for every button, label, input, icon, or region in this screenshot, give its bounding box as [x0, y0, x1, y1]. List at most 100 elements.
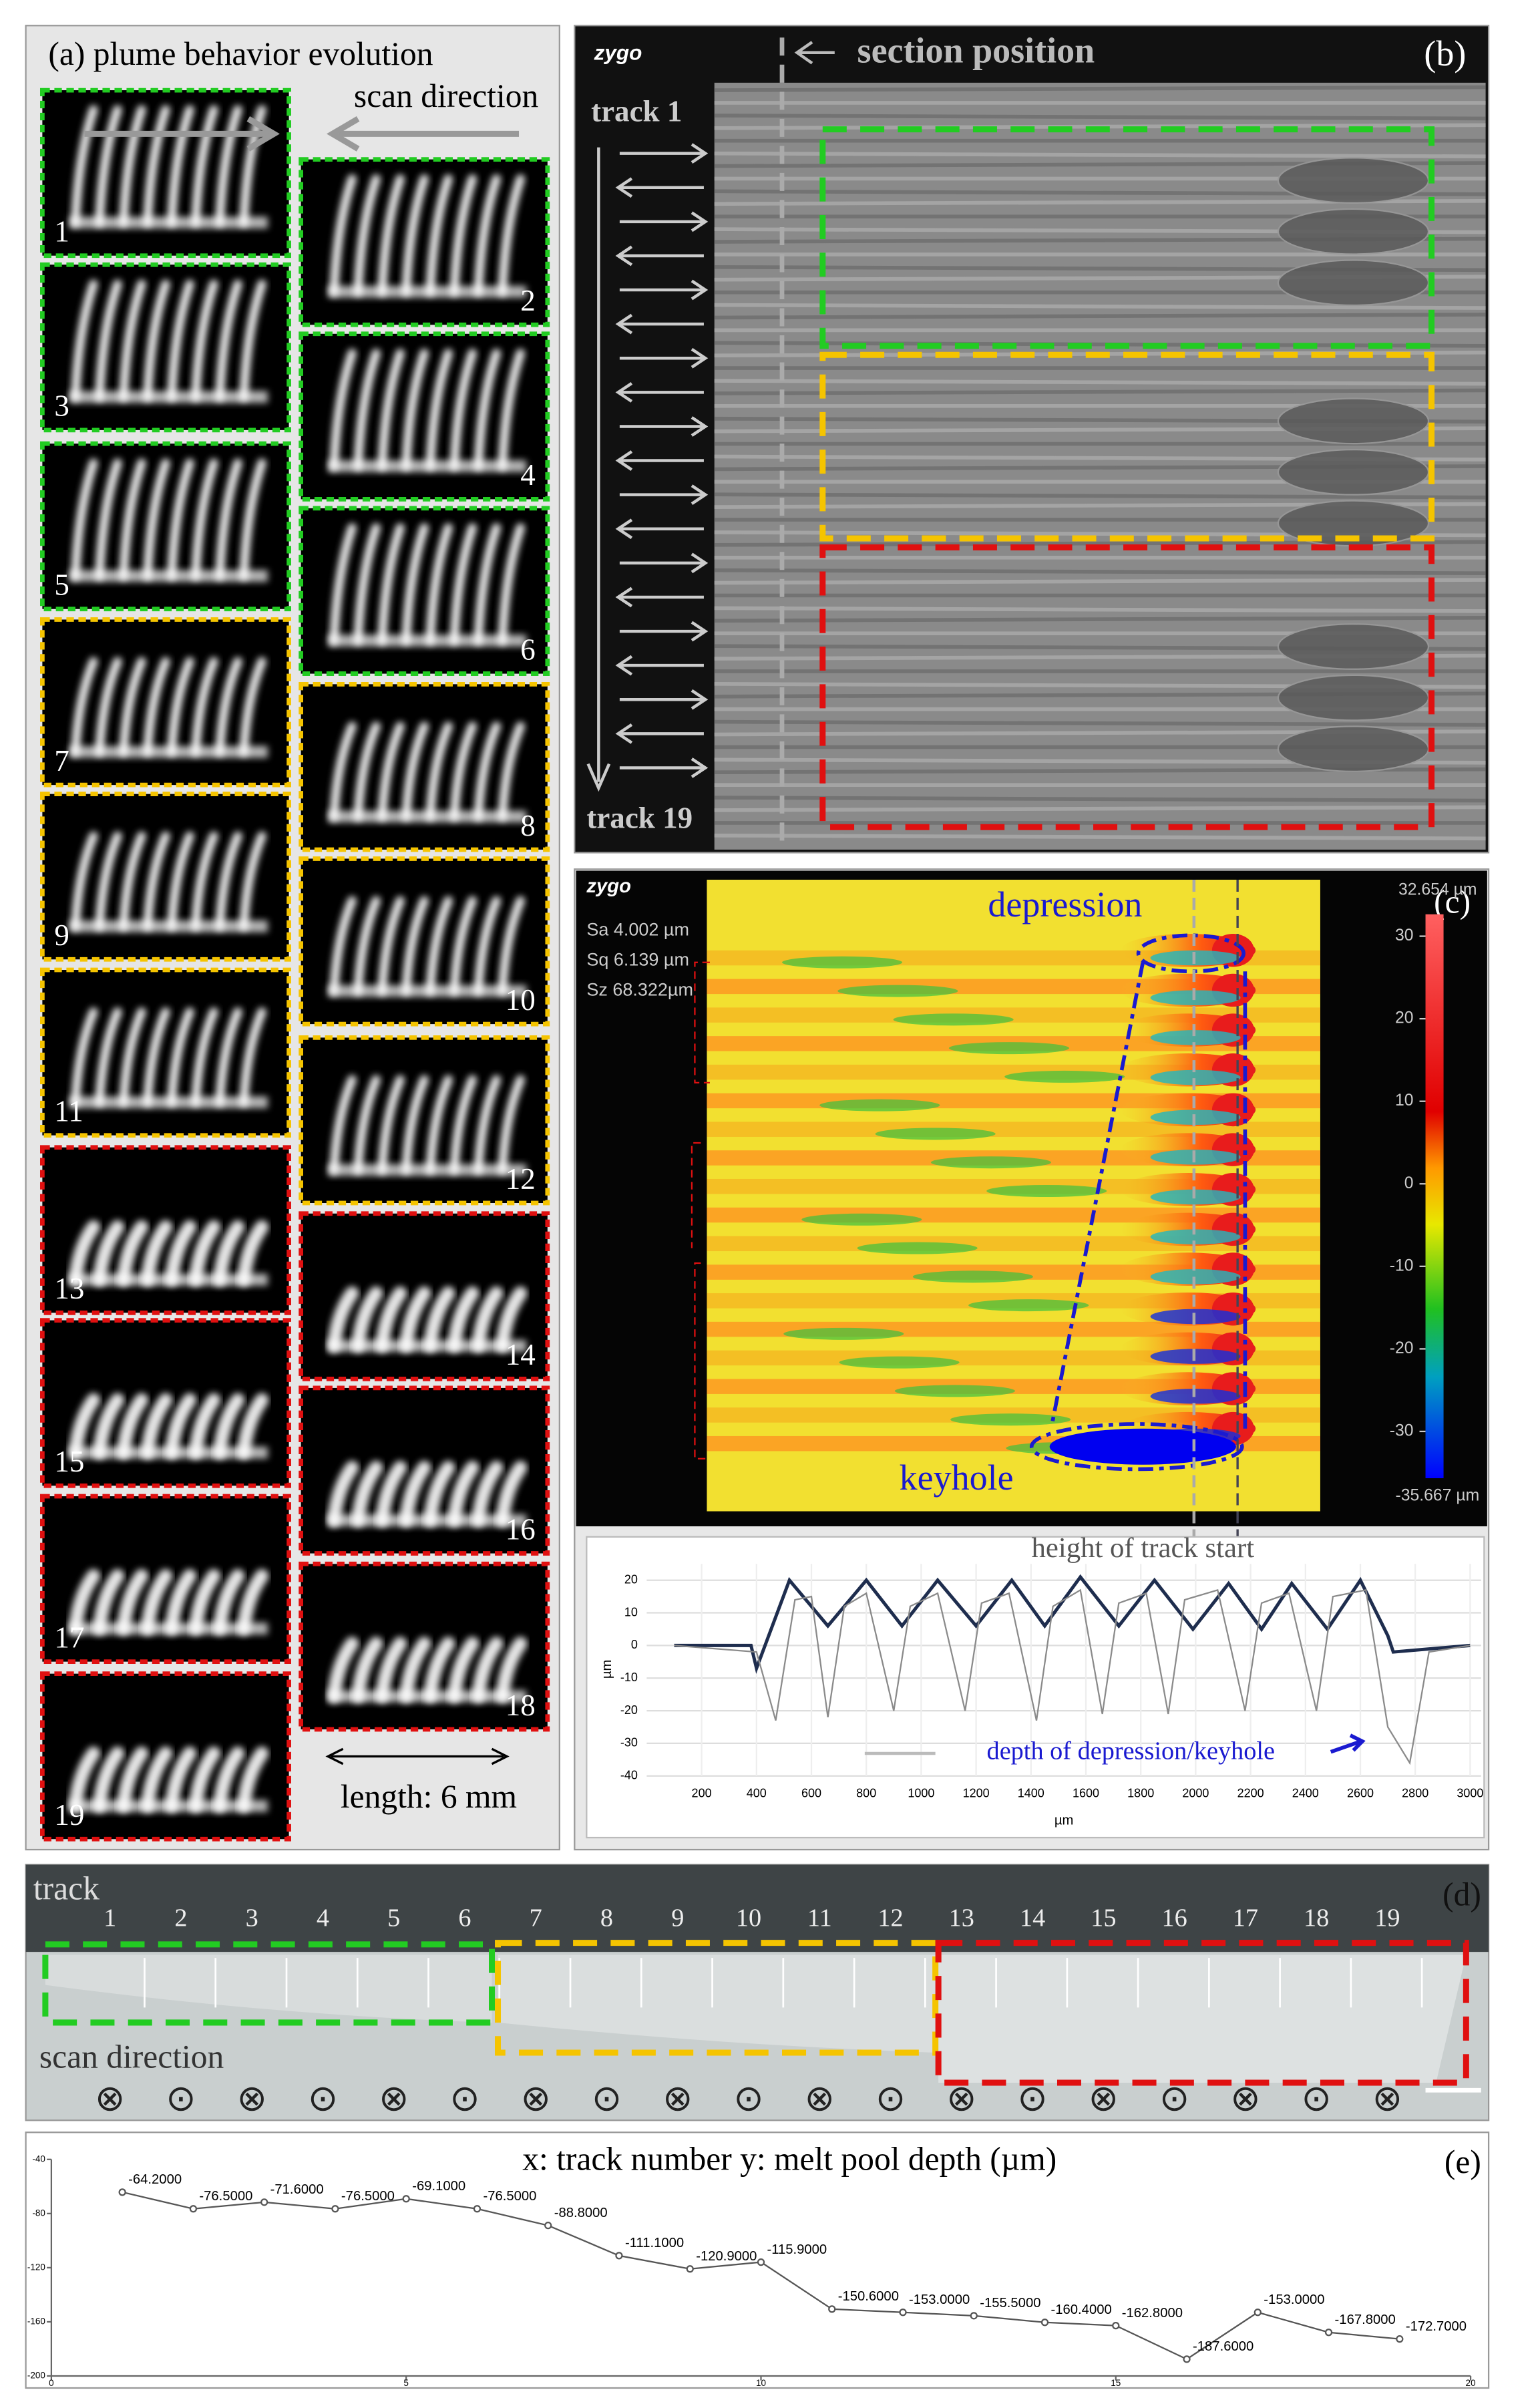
track-number: 17	[1233, 1904, 1258, 1932]
plume	[401, 896, 429, 996]
plume	[329, 896, 357, 996]
panel-label: (e)	[1445, 2144, 1481, 2180]
plume	[68, 1393, 101, 1460]
plume	[473, 896, 502, 996]
base-glow	[328, 985, 527, 997]
scan-arrow-head	[615, 450, 633, 471]
frame-number: 15	[54, 1445, 84, 1478]
direction-symbol: ⊙	[308, 2078, 338, 2118]
track-number: 4	[317, 1904, 329, 1932]
base-glow	[69, 1096, 268, 1109]
plume	[191, 458, 218, 580]
plume	[143, 1007, 170, 1107]
value-label: -76.5000	[341, 2189, 395, 2204]
green-streak	[893, 1013, 1014, 1026]
plume	[215, 1007, 242, 1107]
texture	[714, 85, 1486, 841]
base-glow	[328, 1339, 527, 1352]
plume	[191, 831, 218, 931]
direction-symbol: ⊗	[237, 2078, 267, 2118]
plume	[212, 1393, 245, 1460]
plume	[425, 896, 453, 996]
base-glow	[328, 1164, 527, 1176]
x-tick-label: 1000	[908, 1786, 934, 1800]
plume	[353, 349, 381, 471]
direction-symbol: ⊗	[662, 2078, 693, 2118]
track-end	[1277, 623, 1430, 670]
plume	[215, 279, 242, 402]
plume	[119, 279, 146, 402]
plume	[119, 1007, 146, 1107]
outline	[1136, 933, 1245, 974]
plume	[425, 174, 453, 297]
plume	[449, 896, 477, 996]
track-end	[1277, 449, 1430, 496]
green-streak	[968, 1299, 1089, 1312]
track-number: 18	[1304, 1904, 1329, 1932]
plume	[377, 721, 405, 822]
plume	[449, 523, 477, 645]
plume	[401, 349, 429, 471]
point	[544, 2222, 552, 2230]
annotation: height of track start	[1031, 1532, 1254, 1564]
panel-label: (b)	[1424, 33, 1466, 73]
base-glow	[69, 570, 268, 582]
depression	[1150, 1069, 1241, 1085]
plume	[375, 1637, 407, 1703]
colorbar-tick-label: 30	[1395, 926, 1414, 945]
frame-number: 4	[520, 458, 536, 492]
base-glow	[328, 635, 527, 647]
value-label: -111.1000	[625, 2236, 684, 2250]
base-glow	[328, 1690, 527, 1703]
track-number: 11	[807, 1904, 832, 1932]
scan-arrow-head	[691, 279, 709, 301]
plume	[191, 105, 218, 227]
plume	[401, 523, 429, 645]
scan-arrow-head	[691, 347, 709, 369]
x-tick-label: 5	[403, 2378, 409, 2388]
colorbar-tick-label: 20	[1395, 1009, 1414, 1027]
point	[1112, 2321, 1120, 2330]
plume	[239, 105, 266, 227]
plume	[473, 523, 502, 645]
y-tick-label: -10	[620, 1671, 638, 1684]
frame-number: 17	[54, 1620, 84, 1654]
frame-number: 12	[506, 1162, 536, 1196]
frame-number: 9	[54, 918, 69, 952]
value-label: -120.9000	[696, 2249, 757, 2264]
plume	[239, 458, 266, 580]
base-glow	[69, 1622, 268, 1635]
plume	[447, 1637, 479, 1703]
plume	[212, 1746, 245, 1813]
scan-arrow-head	[615, 518, 633, 540]
frame-number: 14	[506, 1338, 536, 1371]
frame-number: 5	[54, 568, 69, 602]
plume	[95, 1007, 122, 1107]
plume	[167, 105, 194, 227]
scan-arrow-head	[691, 484, 709, 506]
stat: Sq 6.139 µm	[586, 950, 689, 970]
x-tick-label: 600	[801, 1786, 821, 1800]
frame-number: 8	[520, 809, 536, 842]
green-streak	[837, 985, 958, 997]
track-order-head	[586, 763, 611, 792]
track-number: 13	[949, 1904, 974, 1932]
plume	[140, 1393, 173, 1460]
track-number: 10	[736, 1904, 761, 1932]
plume	[92, 1393, 125, 1460]
plume	[119, 831, 146, 931]
plume	[116, 1220, 149, 1287]
x-tick-label: 1800	[1127, 1786, 1154, 1800]
track-end	[1277, 157, 1430, 204]
direction-symbol: ⊙	[449, 2078, 479, 2118]
point	[189, 2205, 198, 2213]
plume	[425, 721, 453, 822]
plume	[239, 831, 266, 931]
stat: Sa 4.002 µm	[586, 920, 689, 940]
scan-arrow-head	[615, 177, 633, 198]
base-glow	[69, 391, 268, 403]
point	[402, 2195, 410, 2203]
plume	[353, 721, 381, 822]
section-label: section position	[857, 30, 1095, 70]
